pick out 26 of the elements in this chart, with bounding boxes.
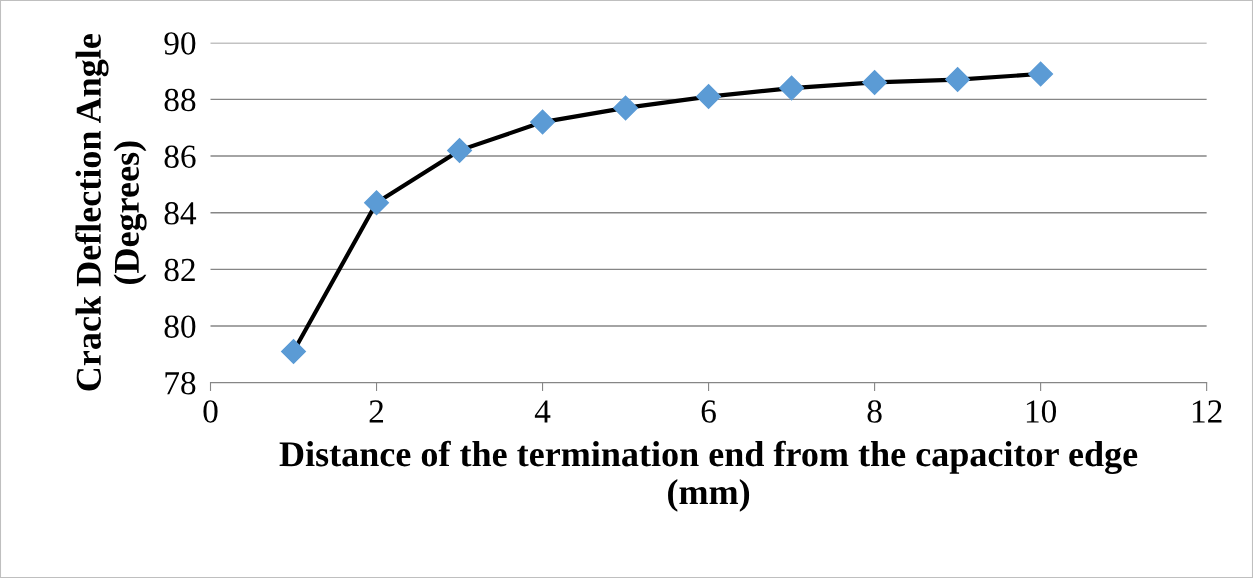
point [945, 67, 971, 93]
point [530, 109, 556, 135]
point [364, 190, 390, 216]
x-axis-title: Distance of the termination end from the capacitor edge (mm) [279, 440, 1138, 512]
x-tick-label: 4 [534, 400, 551, 423]
x-tick-label: 8 [867, 400, 882, 423]
point [696, 84, 722, 110]
point [281, 339, 306, 364]
y-tick-label: 84 [164, 202, 197, 225]
x-tick-label: 2 [369, 400, 384, 423]
x-tick-label: 10 [1026, 400, 1057, 423]
x-tick-label: 0 [203, 400, 218, 423]
y-axis-title: Crack Deflection Angle (Degrees) [75, 34, 147, 391]
y-tick-label: 86 [164, 145, 196, 168]
point [779, 75, 805, 101]
y-tick-label: 80 [164, 315, 196, 338]
point [447, 137, 473, 163]
y-tick-label: 82 [164, 258, 195, 282]
x-tick-label: 6 [701, 400, 716, 423]
point [1028, 61, 1054, 87]
point [613, 95, 639, 121]
y-tick-label: 90 [164, 32, 196, 55]
y-tick-label: 78 [165, 372, 196, 395]
point [862, 69, 888, 95]
y-tick-label: 88 [164, 88, 196, 112]
x-tick-label: 12 [1192, 400, 1222, 423]
